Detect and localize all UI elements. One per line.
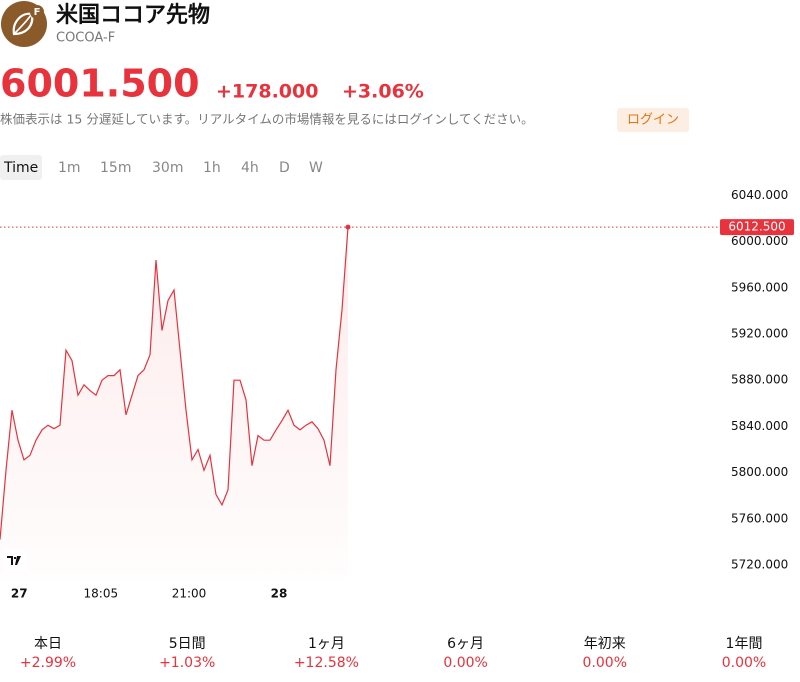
symbol: COCOA-F — [56, 31, 115, 46]
tab[interactable]: Time — [3, 160, 38, 176]
chart: 5720.000 5760.000 5800.000 5840.000 5880.000… — [0, 188, 794, 601]
tab[interactable]: 30m — [152, 160, 183, 176]
login-text[interactable]: ログイン — [627, 113, 679, 128]
logo — [7, 556, 21, 565]
period-change[interactable]: 0.00% — [583, 655, 627, 671]
change-pct: +3.06% — [342, 81, 424, 103]
period-label[interactable]: 1ヶ月 — [308, 636, 345, 652]
tab[interactable]: 1m — [58, 160, 81, 176]
y-tick-label: 5720.000 — [731, 557, 788, 571]
y-tick-label: 6040.000 — [731, 188, 788, 202]
notice: 株価表示は 15 分遅延しています。リアルタイムの市場情報を見るにはログインして… — [0, 112, 534, 127]
area-fill — [0, 227, 348, 580]
period-label[interactable]: 5日間 — [169, 636, 206, 652]
y-tick-label: 5880.000 — [731, 373, 788, 387]
price-line — [0, 227, 349, 540]
y-tick-label: 5760.000 — [731, 511, 788, 525]
period-change[interactable]: 0.00% — [722, 655, 766, 671]
period-label[interactable]: 6ヶ月 — [447, 636, 484, 652]
tab[interactable]: 1h — [203, 160, 221, 176]
badge-text: F — [34, 7, 41, 18]
x-tick-label: 27 — [11, 587, 28, 601]
price: 6001.500 — [0, 62, 200, 106]
period-change[interactable]: +12.58% — [294, 655, 359, 671]
y-tick-label: 5800.000 — [731, 465, 788, 479]
tab[interactable]: W — [309, 160, 323, 176]
last-price-box — [720, 219, 794, 236]
period-label[interactable]: 1年間 — [726, 636, 763, 652]
y-tick-label: 5920.000 — [731, 326, 788, 340]
last-price-label: 6012.500 — [728, 220, 785, 234]
period-label[interactable]: 年初来 — [584, 635, 626, 652]
period-change[interactable]: 0.00% — [443, 655, 487, 671]
title: 米国ココア先物 — [56, 2, 210, 28]
period-change[interactable]: +1.03% — [159, 655, 215, 671]
period-change[interactable]: +2.99% — [20, 655, 76, 671]
y-tick-label: 5960.000 — [731, 280, 788, 294]
tab[interactable]: 15m — [100, 160, 131, 176]
x-tick-label: 28 — [271, 587, 288, 601]
header: F 米国ココア先物 COCOA-F — [1, 1, 210, 47]
change: +178.000 — [216, 81, 318, 103]
tabs: Time 1m 15m 30m 1h 4h D W — [0, 155, 323, 180]
login-button[interactable] — [617, 108, 689, 132]
tv-logo — [3, 549, 27, 571]
badge — [30, 5, 44, 19]
tab[interactable]: 4h — [241, 160, 259, 176]
tab-selected-bg — [0, 155, 42, 180]
x-tick-label: 18:05 — [84, 587, 119, 601]
tab[interactable]: D — [279, 160, 290, 176]
quote: 6001.500 +178.000 +3.06% 株価表示は 15 分遅延してい… — [0, 62, 689, 132]
y-tick-label: 6000.000 — [731, 234, 788, 248]
periods: 本日 +2.99% 5日間 +1.03% 1ヶ月 +12.58% 6ヶ月 0.00% 年初来 0.… — [20, 635, 766, 671]
x-tick-label: 21:00 — [172, 587, 207, 601]
logo-bg — [3, 549, 27, 571]
period-label[interactable]: 本日 — [34, 636, 62, 652]
bean-line — [14, 14, 32, 34]
y-tick-label: 5840.000 — [731, 419, 788, 433]
